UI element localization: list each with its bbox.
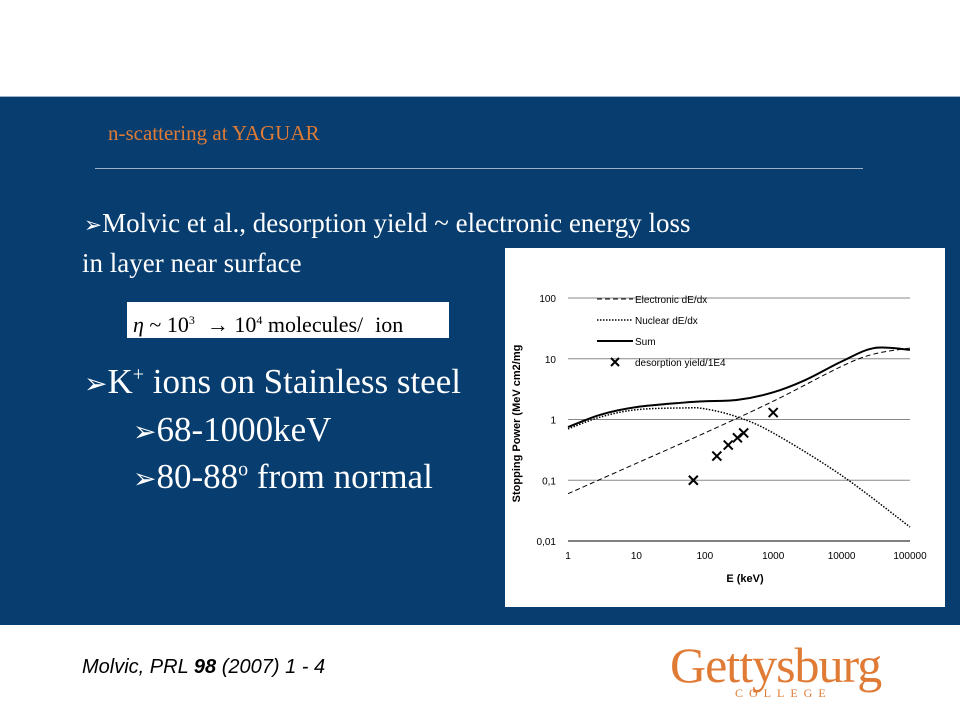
- citation-volume: 98: [193, 656, 217, 678]
- y-tick-label: 0,1: [542, 476, 556, 487]
- formula-arrow: →: [206, 312, 229, 337]
- gettysburg-logo: Gettysburg: [670, 637, 882, 693]
- y-axis-label: Stopping Power (MeV cm2/mg: [511, 345, 523, 503]
- x-tick-label: 10000: [828, 551, 856, 562]
- bullet-arrow-icon: ➢: [133, 417, 157, 448]
- bullet-ions-text: ions on Stainless steel: [144, 362, 461, 401]
- desorption-yield-point: [767, 407, 779, 418]
- y-tick-label: 0,01: [537, 537, 557, 548]
- bullet-desorption-line2: in layer near surface: [82, 248, 302, 278]
- bullet-angle-sup: o: [238, 458, 249, 481]
- title-divider: [95, 168, 863, 169]
- citation-pre: Molvic, PRL: [82, 656, 194, 678]
- bullet-angle-text: 80-88: [156, 457, 239, 496]
- y-tick-label: 1: [550, 416, 556, 427]
- bullet-arrow-icon: ➢: [133, 464, 157, 495]
- desorption-yield-point: [738, 427, 749, 439]
- bullet-desorption-text: Molvic et al., desorption yield ~ electr…: [102, 208, 691, 238]
- citation-post: (2007) 1 - 4: [216, 656, 326, 678]
- formula-exp-b: 4: [256, 313, 263, 327]
- formula-ten-b: 10: [234, 312, 257, 337]
- x-tick-label: 10: [631, 551, 643, 562]
- bullet-energy-text: 68-1000keV: [156, 410, 332, 449]
- formula-unit: molecules/: [267, 312, 364, 337]
- x-tick-label: 1: [565, 551, 571, 562]
- x-tick-label: 100000: [893, 551, 927, 562]
- bullet-ions: ➢K+ ions on Stainless steel: [84, 362, 461, 402]
- stopping-power-chart: 0,01 0,1 1 10 100 1 10 100 1000 10000 100000 E (keV…: [505, 248, 945, 607]
- legend-label: Nuclear dE/dx: [635, 316, 698, 327]
- citation: Molvic, PRL 98 (2007) 1 - 4: [82, 656, 325, 679]
- bullet-arrow-icon: ➢: [84, 369, 108, 400]
- desorption-yield-point: [711, 450, 723, 462]
- x-tick-label: 100: [696, 551, 713, 562]
- legend-label: Sum: [635, 337, 656, 348]
- x-axis-label: E (keV): [726, 573, 764, 585]
- series-line-nuclear-de-dx: [567, 406, 911, 528]
- formula-tilde: ~: [149, 312, 162, 337]
- bullet-arrow-icon: ➢: [84, 213, 103, 237]
- formula-image: η ~ 103 → 104 molecules/ion: [127, 302, 449, 338]
- desorption-yield-point: [688, 475, 699, 486]
- formula-ten-a: 10: [166, 312, 189, 337]
- formula-ion: ion: [375, 312, 404, 337]
- y-tick-label: 100: [539, 294, 556, 305]
- bullet-angle-rest: from normal: [248, 457, 433, 496]
- gettysburg-logo-sub: COLLEGE: [735, 686, 832, 700]
- formula-eta: η: [133, 312, 144, 337]
- legend-label: Electronic dE/dx: [635, 295, 707, 306]
- series-line-electronic-de-dx: [567, 347, 911, 495]
- bullet-energy: ➢68-1000keV: [133, 410, 331, 450]
- bullet-angle: ➢80-88o from normal: [133, 457, 433, 497]
- bullet-desorption-line1: ➢Molvic et al., desorption yield ~ elect…: [84, 208, 691, 239]
- desorption-yield-point: [723, 439, 734, 451]
- formula-exp-a: 3: [188, 313, 195, 327]
- legend-marker: [610, 357, 620, 367]
- y-tick-label: 10: [545, 355, 557, 366]
- x-tick-label: 1000: [762, 551, 785, 562]
- desorption-yield-point: [732, 432, 743, 443]
- slide-title: n-scattering at YAGUAR: [108, 121, 320, 145]
- series-line-sum: [567, 346, 911, 429]
- chart-svg: 0,01 0,1 1 10 100 1 10 100 1000 10000 100000 E (keV…: [511, 294, 927, 585]
- bullet-ions-k: K: [107, 362, 133, 401]
- bullet-ions-sup: +: [132, 363, 145, 386]
- legend-label: desorption yield/1E4: [635, 358, 726, 369]
